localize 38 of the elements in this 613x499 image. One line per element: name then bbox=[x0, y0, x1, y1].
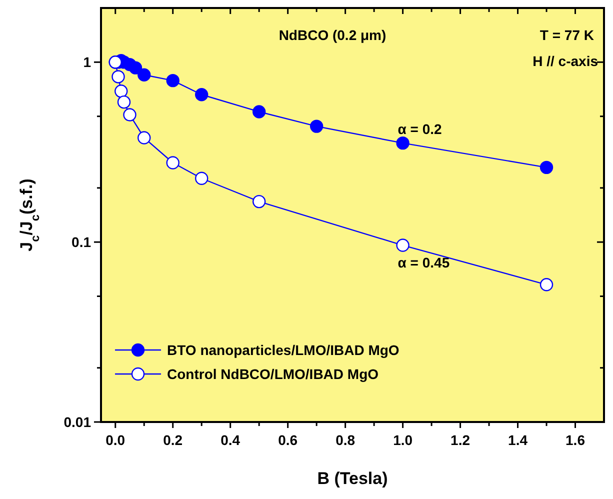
x-tick-label: 1.2 bbox=[450, 432, 470, 448]
point bbox=[114, 84, 128, 98]
legend-label: Control NdBCO/LMO/IBAD MgO bbox=[167, 366, 379, 382]
point bbox=[310, 120, 324, 133]
legend-label: BTO nanoparticles/LMO/IBAD MgO bbox=[167, 342, 400, 358]
x-tick-label: 0.2 bbox=[163, 432, 183, 448]
point bbox=[166, 74, 180, 88]
point bbox=[540, 278, 554, 292]
annotation: α = 0.2 bbox=[398, 120, 442, 137]
x-tick-label: 0.0 bbox=[106, 432, 126, 448]
point bbox=[138, 68, 151, 82]
y-tick-label: 1 bbox=[83, 54, 92, 70]
x-tick-label: 1.0 bbox=[393, 432, 413, 448]
point bbox=[117, 95, 131, 109]
point bbox=[396, 238, 410, 252]
x-tick-label: 0.4 bbox=[220, 432, 240, 448]
point bbox=[112, 70, 125, 84]
annotation: H // c-axis bbox=[532, 53, 598, 69]
x-tick-label: 0.6 bbox=[278, 432, 298, 448]
point bbox=[138, 131, 151, 144]
x-tick-label: 1.6 bbox=[566, 432, 586, 448]
x-tick-label: 1.4 bbox=[508, 432, 528, 448]
x-axis-title: B (Tesla) bbox=[317, 469, 388, 488]
annotation: NdBCO (0.2 μm) bbox=[278, 27, 386, 43]
y-tick-label: 0.1 bbox=[72, 234, 92, 250]
point bbox=[396, 136, 410, 150]
point bbox=[128, 61, 142, 74]
point bbox=[252, 105, 266, 118]
point bbox=[195, 88, 208, 102]
point bbox=[166, 156, 180, 170]
annotation: T = 77 K bbox=[540, 27, 594, 43]
point bbox=[195, 172, 208, 185]
x-tick-label: 0.8 bbox=[336, 432, 356, 448]
annotation: α = 0.45 bbox=[398, 254, 450, 271]
point bbox=[123, 108, 136, 122]
y-tick-label: 0.01 bbox=[64, 414, 92, 430]
point bbox=[540, 160, 554, 174]
point bbox=[252, 194, 266, 208]
